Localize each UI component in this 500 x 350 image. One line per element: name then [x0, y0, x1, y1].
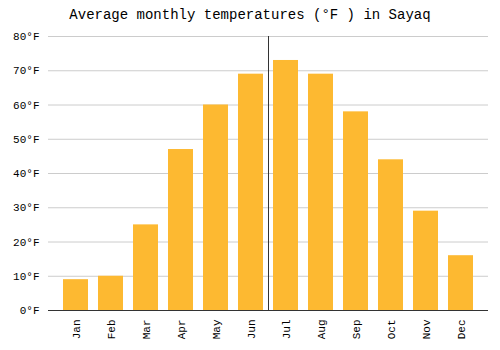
svg-text:Feb: Feb	[106, 320, 118, 340]
svg-text:30°F: 30°F	[13, 202, 39, 214]
svg-text:80°F: 80°F	[13, 31, 39, 43]
svg-text:0°F: 0°F	[20, 305, 40, 317]
svg-text:Jul: Jul	[281, 320, 293, 340]
svg-text:40°F: 40°F	[13, 168, 39, 180]
svg-text:50°F: 50°F	[13, 134, 39, 146]
svg-text:Jun: Jun	[246, 320, 258, 340]
svg-text:Mar: Mar	[141, 320, 153, 340]
html-text:Average monthly temperatures (: Average monthly temperatures (°F ) in Sa…	[69, 7, 431, 23]
svg-text:May: May	[211, 319, 223, 339]
svg-text:Jan: Jan	[71, 320, 83, 340]
svg-text:Aug: Aug	[316, 320, 328, 340]
svg-text:Dec: Dec	[456, 320, 468, 340]
svg-text:70°F: 70°F	[13, 65, 39, 77]
svg-text:60°F: 60°F	[13, 100, 39, 112]
svg-text:Nov: Nov	[421, 319, 433, 339]
svg-text:10°F: 10°F	[13, 271, 39, 283]
svg-text:20°F: 20°F	[13, 237, 39, 249]
svg-text:Apr: Apr	[176, 320, 188, 340]
svg-text:Sep: Sep	[351, 320, 363, 340]
svg-text:Oct: Oct	[386, 320, 398, 340]
